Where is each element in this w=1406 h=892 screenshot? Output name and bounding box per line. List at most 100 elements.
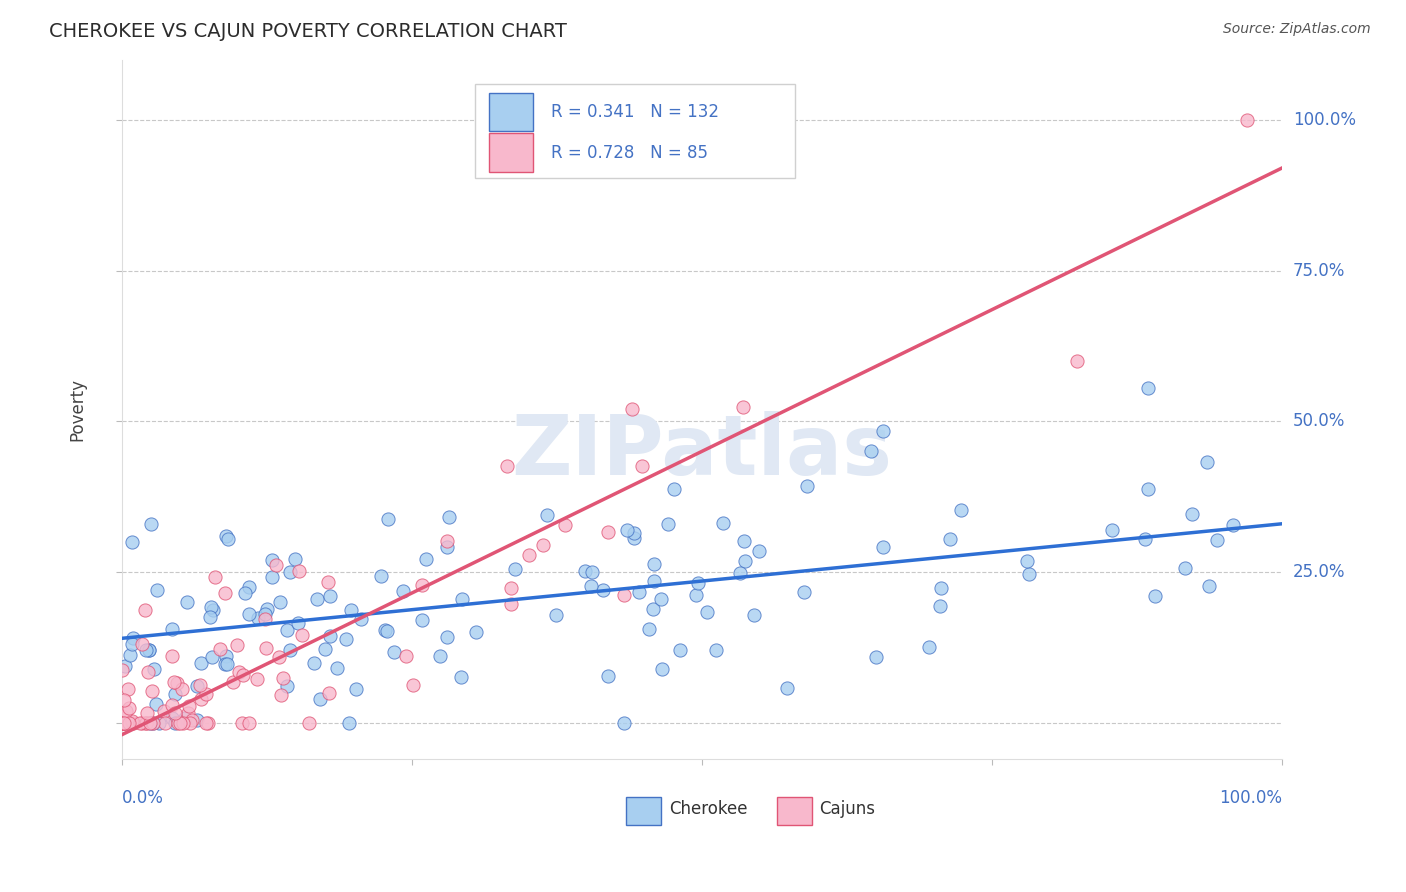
Point <box>163 706 186 720</box>
Point <box>415 552 437 566</box>
Point <box>267 650 290 665</box>
Point <box>319 629 342 643</box>
Point <box>145 698 167 712</box>
Point <box>256 602 278 616</box>
Text: ZIPatlas: ZIPatlas <box>512 410 893 491</box>
Point <box>613 588 636 602</box>
Point <box>613 715 636 730</box>
Point <box>733 534 755 549</box>
Point <box>276 679 298 693</box>
Point <box>623 525 645 540</box>
Point <box>465 625 488 640</box>
Text: CHEROKEE VS CAJUN POVERTY CORRELATION CHART: CHEROKEE VS CAJUN POVERTY CORRELATION CH… <box>49 22 567 41</box>
Point <box>222 675 245 690</box>
Point <box>696 606 718 620</box>
Point <box>217 533 239 547</box>
Point <box>546 608 568 623</box>
Point <box>135 715 157 730</box>
Point <box>214 657 236 672</box>
Point <box>276 624 298 638</box>
Point <box>377 512 399 526</box>
Text: 50.0%: 50.0% <box>1294 412 1346 430</box>
Point <box>496 458 519 473</box>
Point <box>195 687 218 701</box>
Point <box>114 659 136 673</box>
Point <box>271 671 294 685</box>
Point <box>643 602 665 616</box>
Point <box>190 691 212 706</box>
Point <box>793 584 815 599</box>
Point <box>314 642 336 657</box>
Point <box>247 611 270 625</box>
Point <box>163 687 186 701</box>
Point <box>118 648 141 662</box>
Point <box>141 684 163 698</box>
Point <box>704 643 727 657</box>
Point <box>436 534 458 549</box>
Point <box>190 657 212 671</box>
Point <box>731 400 754 414</box>
Point <box>214 586 236 600</box>
Text: 75.0%: 75.0% <box>1294 261 1346 279</box>
Point <box>112 715 135 730</box>
Point <box>344 681 367 696</box>
Point <box>950 503 973 517</box>
Point <box>531 538 554 552</box>
Point <box>121 637 143 651</box>
Point <box>319 589 342 603</box>
Point <box>776 681 799 696</box>
Point <box>938 532 960 546</box>
Point <box>152 704 174 718</box>
Point <box>254 607 277 621</box>
Text: Source: ZipAtlas.com: Source: ZipAtlas.com <box>1223 22 1371 37</box>
Point <box>232 667 254 681</box>
Point <box>339 715 361 730</box>
Point <box>395 649 418 664</box>
Point <box>651 663 673 677</box>
Point <box>135 642 157 657</box>
Point <box>288 564 311 578</box>
Point <box>340 603 363 617</box>
Point <box>117 681 139 696</box>
Point <box>111 715 134 730</box>
Point <box>650 592 672 607</box>
Point <box>501 597 523 611</box>
Point <box>200 599 222 614</box>
Text: 100.0%: 100.0% <box>1294 111 1355 128</box>
Point <box>228 665 250 679</box>
Point <box>180 713 202 727</box>
Point <box>162 622 184 636</box>
Text: 0.0%: 0.0% <box>122 789 163 807</box>
Point <box>254 640 277 655</box>
Point <box>662 483 685 497</box>
Point <box>713 516 735 530</box>
Point <box>929 581 952 595</box>
Point <box>872 424 894 438</box>
Point <box>111 715 134 730</box>
Point <box>162 711 184 725</box>
Point <box>238 715 260 730</box>
Point <box>142 715 165 730</box>
Point <box>374 624 396 638</box>
Point <box>375 624 398 638</box>
Point <box>318 575 340 590</box>
Point <box>238 580 260 594</box>
Point <box>554 518 576 533</box>
Point <box>231 715 253 730</box>
Point <box>204 570 226 584</box>
Point <box>188 678 211 692</box>
FancyBboxPatch shape <box>626 797 661 824</box>
Point <box>138 642 160 657</box>
Point <box>121 535 143 549</box>
Point <box>631 459 654 474</box>
Point <box>121 714 143 728</box>
Point <box>1133 533 1156 547</box>
Point <box>579 579 602 593</box>
Point <box>1198 579 1220 593</box>
Point <box>501 582 523 596</box>
Point <box>197 715 219 730</box>
Point <box>264 558 287 572</box>
Point <box>581 565 603 579</box>
Point <box>1015 553 1038 567</box>
Point <box>1222 518 1244 533</box>
